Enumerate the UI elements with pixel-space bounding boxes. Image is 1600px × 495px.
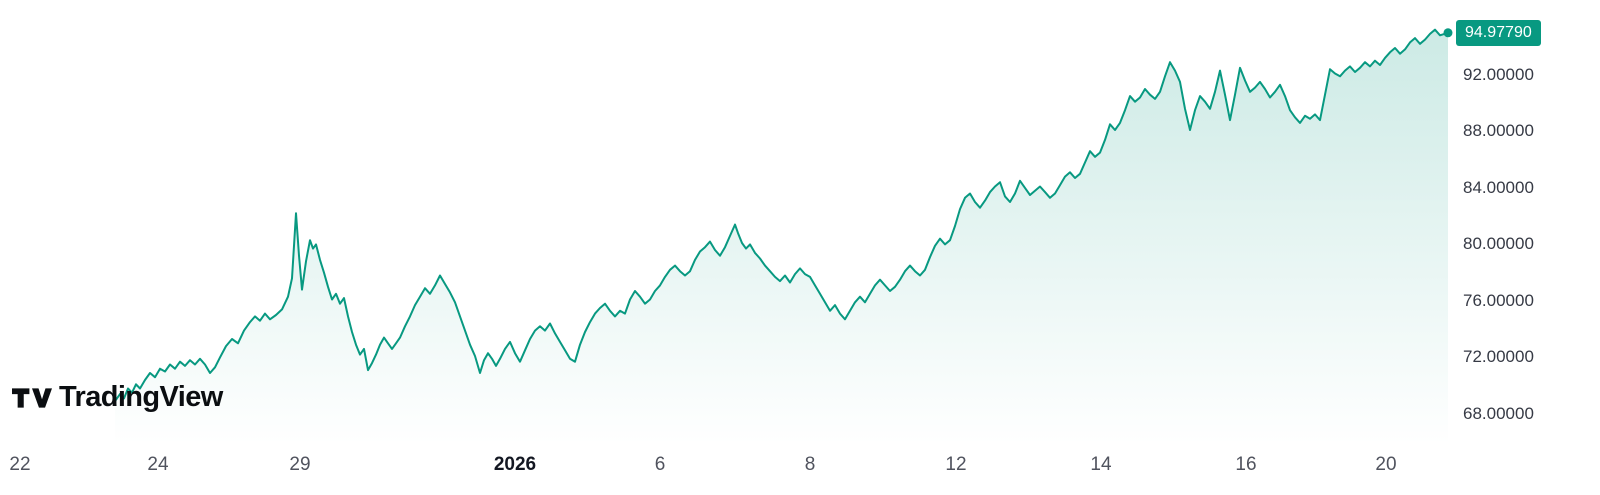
price-scale-label: 72.00000 <box>1463 347 1534 367</box>
price-scale-label: 88.00000 <box>1463 121 1534 141</box>
price-scale-label: 84.00000 <box>1463 177 1534 197</box>
price-scale-label: 68.00000 <box>1463 403 1534 423</box>
price-scale[interactable]: 94.97790 92.00000 88.00000 84.00000 80.0000… <box>1455 0 1600 445</box>
time-scale-label: 12 <box>945 454 967 475</box>
time-scale[interactable]: 22 24 29 2026 6 8 12 14 16 20 <box>0 445 1600 495</box>
time-scale-label: 24 <box>147 454 169 475</box>
time-scale-label: 14 <box>1090 454 1112 475</box>
time-scale-label: 22 <box>9 454 31 475</box>
price-scale-label: 80.00000 <box>1463 234 1534 254</box>
time-scale-label: 16 <box>1235 454 1257 475</box>
last-price-dot <box>1443 28 1453 38</box>
time-scale-label: 20 <box>1375 454 1397 475</box>
time-scale-label: 6 <box>654 454 666 475</box>
time-scale-label: 2026 <box>493 454 537 475</box>
price-scale-label: 92.00000 <box>1463 64 1534 84</box>
price-scale-label: 76.00000 <box>1463 290 1534 310</box>
price-chart-svg[interactable] <box>0 0 1455 445</box>
plot-area[interactable]: TradingView <box>0 0 1455 445</box>
tradingview-logo-text: TradingView <box>59 381 223 413</box>
tradingview-logo[interactable]: TradingView <box>12 383 223 412</box>
time-scale-label: 8 <box>804 454 816 475</box>
current-price-label: 94.97790 <box>1465 23 1532 41</box>
price-area-fill <box>115 29 1448 445</box>
tradingview-logo-icon <box>12 387 52 408</box>
time-scale-label: 29 <box>289 454 311 475</box>
current-price-badge: 94.97790 <box>1456 19 1541 46</box>
price-line <box>114 28 1449 403</box>
